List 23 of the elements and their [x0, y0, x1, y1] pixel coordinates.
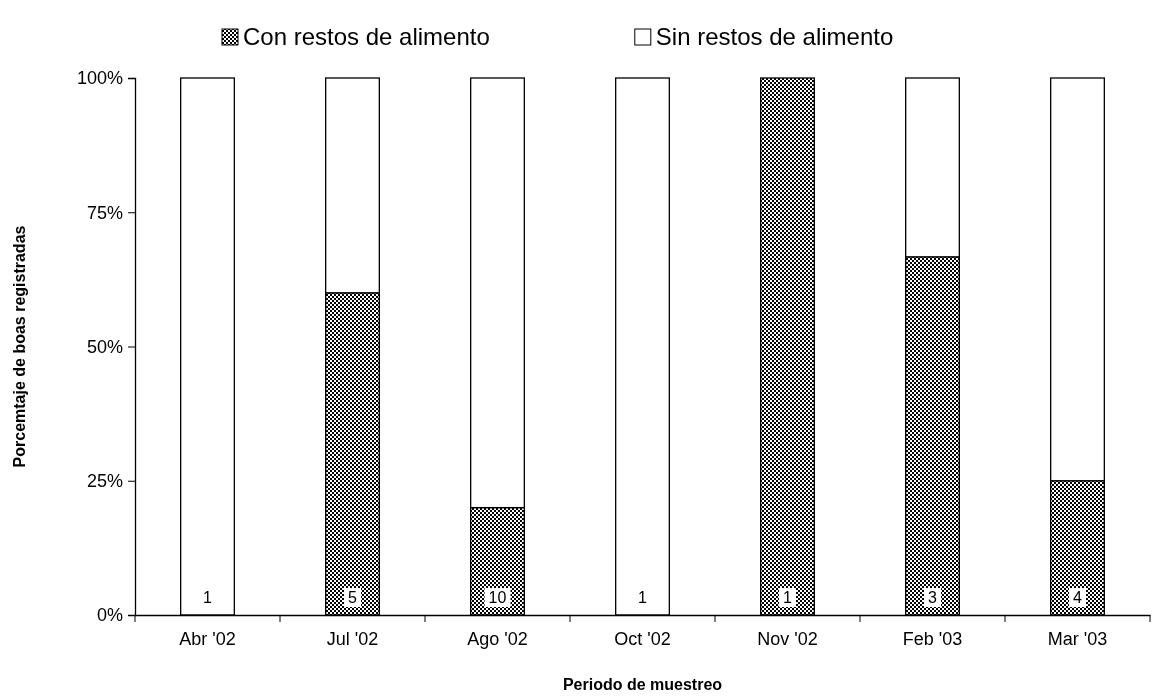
annotation: 4 [1073, 589, 1083, 606]
annotation: 3 [928, 589, 938, 606]
x-tick-label: Oct '02 [614, 628, 671, 649]
x-tick-label: Jul '02 [326, 628, 379, 649]
annotation: 1 [783, 589, 793, 606]
annotation: 1 [638, 589, 648, 606]
y-tick-label: 25% [86, 471, 123, 492]
x-tick-label: Nov '02 [757, 628, 818, 649]
y-tick-label: 0% [96, 605, 123, 626]
annotation: 5 [348, 589, 358, 606]
y-tick-label: 75% [86, 202, 123, 223]
x-tick-label: Feb '03 [902, 628, 963, 649]
x-tick-label: Mar '03 [1047, 628, 1108, 649]
legend-label: Sin restos de alimento [655, 23, 894, 50]
y-tick-label: 100% [76, 68, 123, 89]
y-axis-title: Porcemtaje de boas registradas [11, 225, 28, 468]
x-axis-title: Periodo de muestreo [562, 676, 723, 693]
annotation: 1 [203, 589, 213, 606]
annotation: 10 [488, 589, 507, 606]
y-tick-label: 50% [86, 336, 123, 357]
x-tick-label: Abr '02 [179, 628, 236, 649]
x-tick-label: Ago '02 [467, 628, 528, 649]
legend-label: Con restos de alimento [243, 23, 490, 50]
